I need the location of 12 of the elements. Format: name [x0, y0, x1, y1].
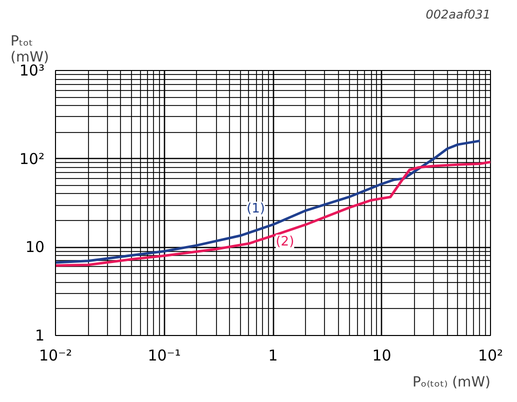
y-tick-label: 10 — [25, 238, 45, 256]
y-tick-label: 10² — [19, 150, 45, 168]
x-tick-label: 10 — [372, 346, 392, 364]
series-label: (1) — [246, 202, 266, 217]
x-tick-label: 10⁻¹ — [148, 346, 181, 364]
y-tick-label: 1 — [34, 326, 45, 344]
series-label: (2) — [276, 234, 294, 250]
x-tick-label: 10² — [478, 346, 504, 364]
text: 002aaf031 — [426, 8, 491, 22]
x-axis-title: Pₒ₍ₜₒₜ₎ (mW) — [412, 374, 491, 390]
x-tick-label: 1 — [268, 346, 278, 364]
x-tick-label: 10⁻² — [38, 346, 72, 364]
